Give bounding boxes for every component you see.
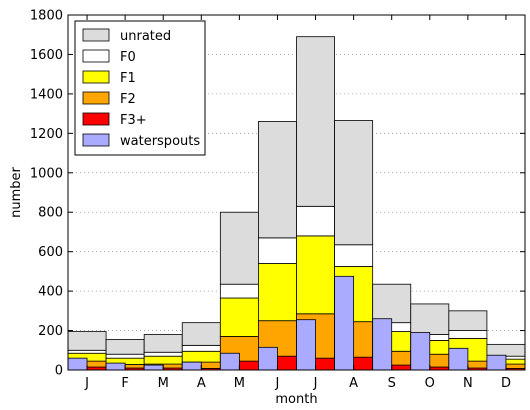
x-tick-label: J — [313, 376, 318, 391]
y-tick-label: 1600 — [30, 48, 63, 63]
y-axis-ticks: 0 200 400 600 800 1000 1200 1400 1600 1800 — [30, 9, 525, 379]
x-tick-label: J — [84, 376, 89, 391]
bar-unrated-0 — [67, 331, 107, 351]
legend-label-f1: F1 — [120, 71, 136, 86]
legend-label-f0: F0 — [120, 50, 136, 65]
bar-unrated-2 — [143, 334, 183, 353]
bar-waterspouts-11 — [486, 354, 507, 371]
y-tick-label: 1400 — [30, 87, 63, 102]
x-tick-label: F — [121, 376, 128, 391]
y-tick-label: 600 — [38, 245, 63, 260]
bar-waterspouts-10 — [448, 347, 469, 371]
bar-waterspouts-6 — [296, 319, 316, 371]
legend-box — [74, 20, 206, 156]
x-tick-label: M — [158, 376, 169, 391]
legend-swatch-waterspouts — [82, 133, 110, 147]
x-tick-label: M — [234, 376, 245, 391]
legend: unrated F0 F1 F2 F3+ waterspouts — [74, 20, 206, 156]
x-tick-label: A — [197, 376, 206, 391]
y-tick-label: 1000 — [30, 166, 63, 181]
x-tick-label: S — [388, 376, 396, 391]
legend-label-f2: F2 — [120, 92, 136, 107]
bar-f0-3 — [181, 344, 221, 352]
bar-unrated-1 — [105, 339, 145, 355]
bar-f1-2 — [143, 355, 183, 365]
bar-f1-4 — [219, 297, 259, 337]
y-tick-label: 0 — [55, 364, 63, 379]
x-tick-label: A — [349, 376, 358, 391]
bar-unrated-4 — [219, 211, 259, 285]
bar-f0-7 — [334, 244, 374, 267]
x-tick-label: J — [275, 376, 280, 391]
bar-unrated-9 — [410, 303, 450, 335]
bar-waterspouts-4 — [219, 352, 240, 371]
bar-waterspouts-5 — [258, 346, 278, 371]
bar-waterspouts-7 — [334, 275, 355, 371]
y-tick-label: 800 — [38, 206, 63, 221]
legend-swatch-unrated — [82, 28, 110, 42]
bar-unrated-5 — [258, 121, 297, 239]
y-tick-label: 200 — [38, 324, 63, 339]
legend-swatch-f3plus — [82, 112, 110, 126]
plot-frame — [67, 14, 526, 371]
x-axis-label: month — [275, 392, 317, 407]
x-tick-label: O — [425, 376, 435, 391]
bar-waterspouts-8 — [372, 318, 393, 371]
bar-f0-6 — [296, 205, 335, 237]
bar-f1-5 — [258, 263, 297, 322]
bar-waterspouts-3 — [181, 361, 202, 371]
bar-f0-5 — [258, 237, 297, 264]
waterspout-bars — [67, 275, 507, 371]
bar-f1-3 — [181, 350, 221, 363]
bar-f0-2 — [143, 351, 183, 357]
bar-unrated-11 — [486, 343, 526, 357]
legend-swatch-f0 — [82, 49, 110, 63]
legend-swatch-f2 — [82, 91, 110, 105]
legend-label-f3plus: F3+ — [120, 113, 147, 128]
x-tick-label: D — [501, 376, 511, 391]
bar-f0-10 — [448, 330, 488, 339]
y-axis-label: number — [9, 166, 24, 217]
legend-label-unrated: unrated — [120, 29, 171, 44]
bar-waterspouts-9 — [410, 332, 431, 371]
bar-unrated-3 — [181, 322, 221, 346]
y-tick-label: 1800 — [30, 9, 63, 24]
bar-f1-6 — [296, 235, 335, 315]
bar-f0-0 — [67, 349, 107, 354]
bar-unrated-7 — [334, 120, 374, 246]
bar-unrated-10 — [448, 310, 488, 331]
legend-swatch-f1 — [82, 70, 110, 84]
y-tick-label: 1200 — [30, 127, 63, 142]
legend-label-waterspouts: waterspouts — [120, 134, 200, 149]
bar-unrated-8 — [372, 283, 412, 324]
bar-waterspouts-2 — [143, 364, 164, 371]
x-tick-label: N — [463, 376, 473, 391]
bar-f0-4 — [219, 283, 259, 299]
bar-unrated-6 — [296, 36, 335, 207]
bar-waterspouts-1 — [105, 362, 126, 371]
y-tick-label: 400 — [38, 285, 63, 300]
bar-waterspouts-0 — [67, 357, 88, 371]
bar-f0-1 — [105, 353, 145, 359]
